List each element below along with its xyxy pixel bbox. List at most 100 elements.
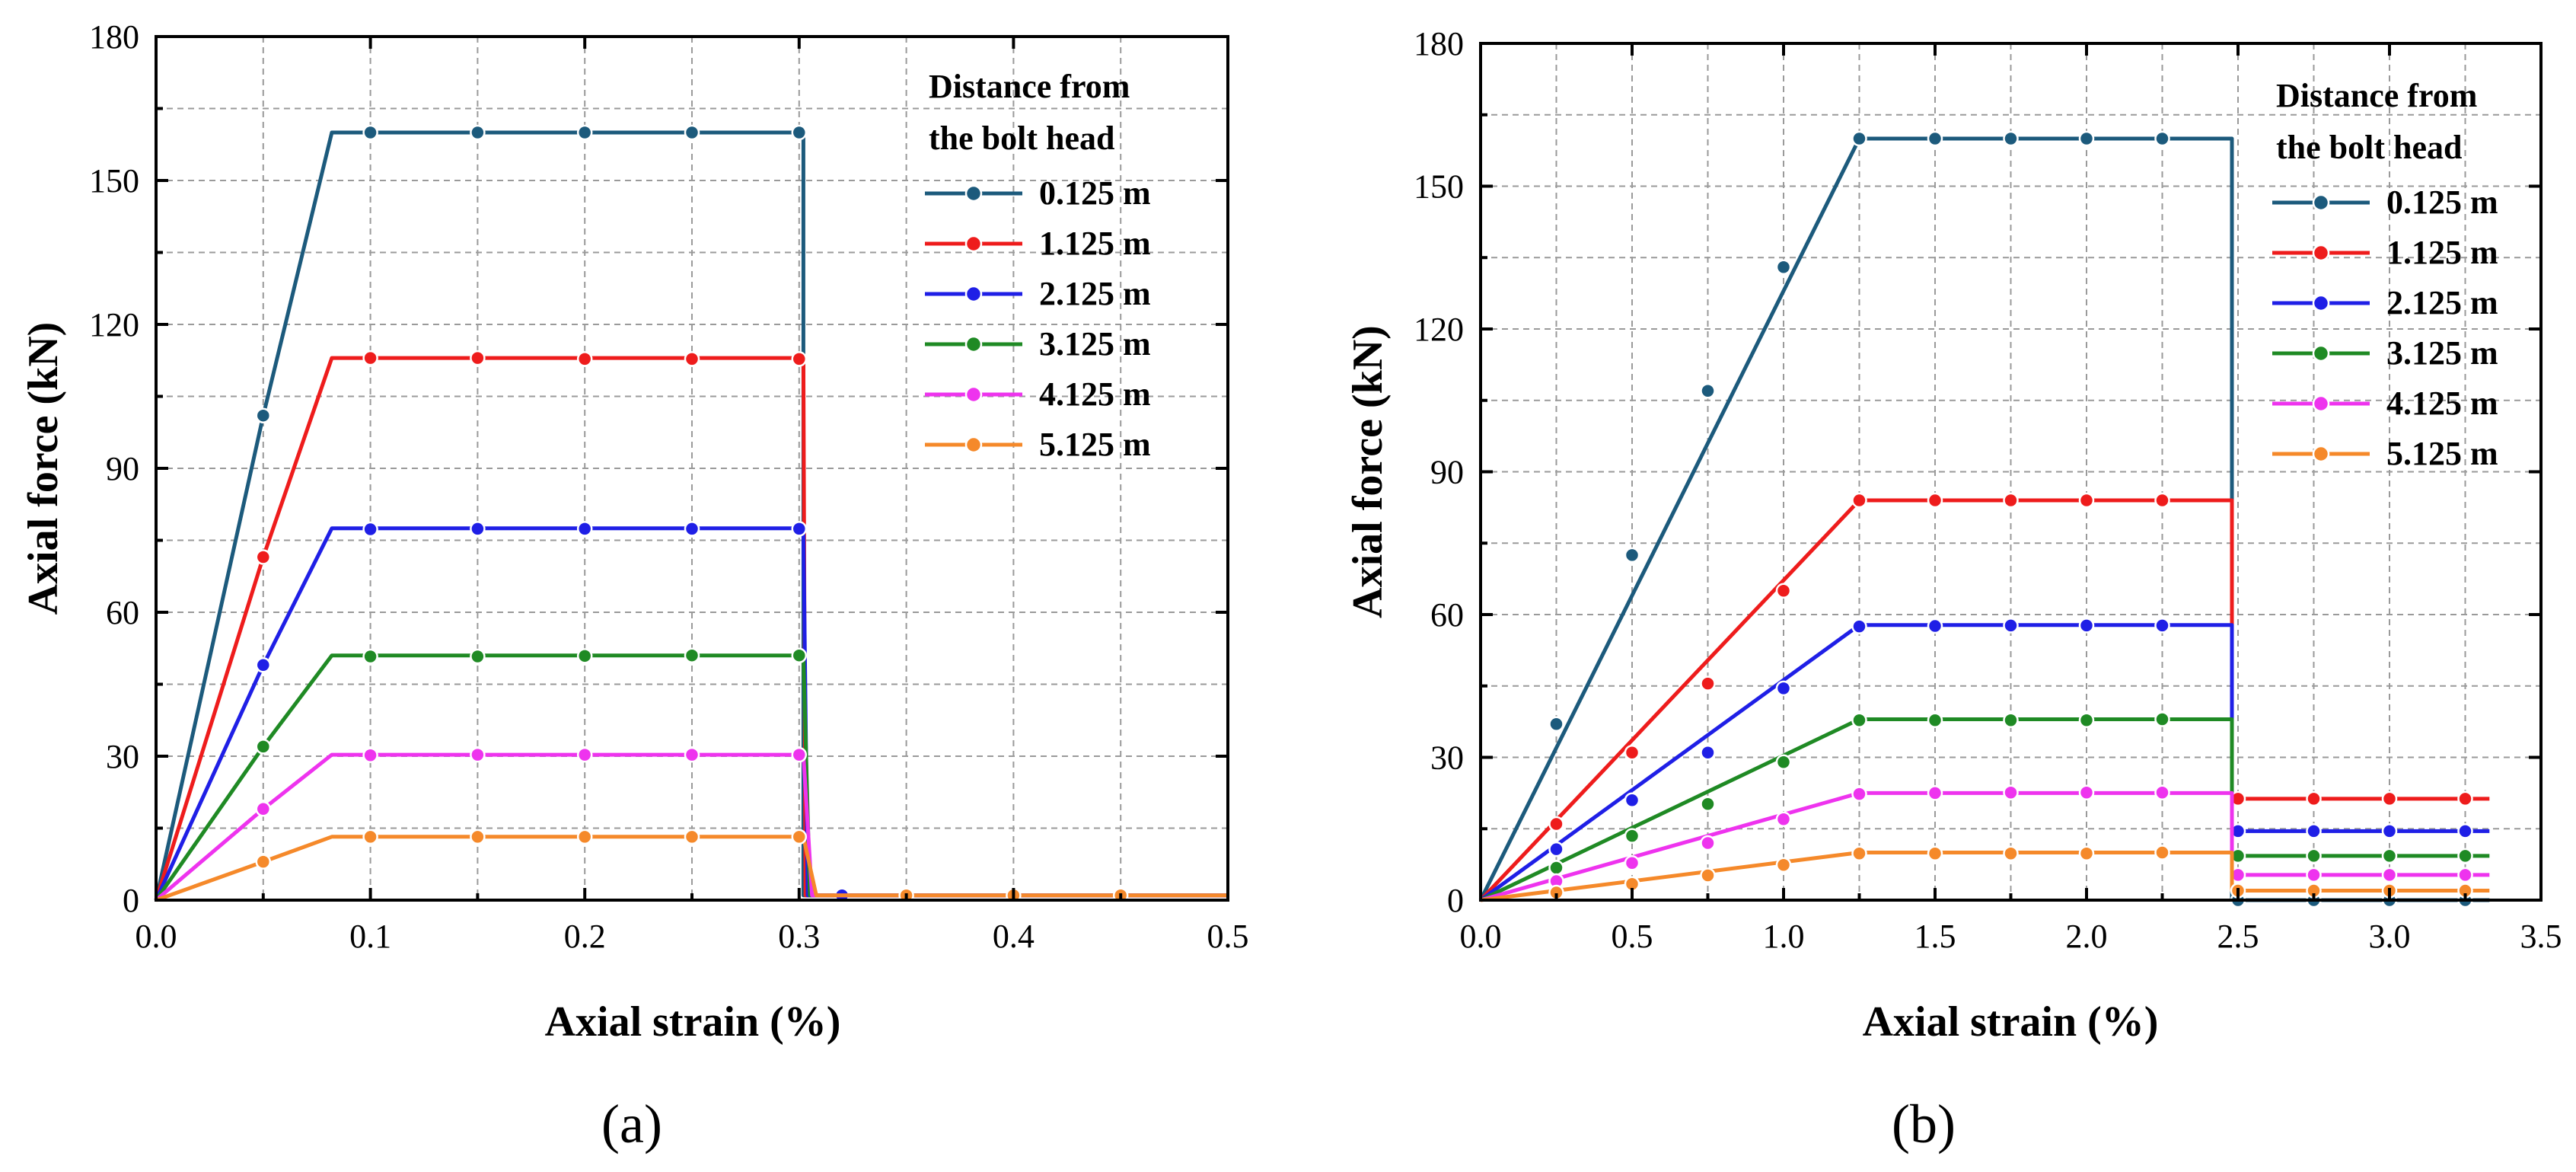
data-point (1775, 259, 1792, 275)
data-point (1548, 816, 1564, 832)
data-point (2154, 492, 2170, 509)
data-point (1548, 841, 1564, 857)
data-point (2003, 784, 2019, 800)
chart-panel-a: 0.0 0.1 0.2 0.3 0.4 0.5 0 30 60 90 120 150 180 Axial … (20, 18, 1249, 1154)
data-point (2154, 618, 2170, 634)
legend-swatch-marker (2312, 244, 2330, 262)
data-point (255, 801, 272, 817)
data-point (2003, 130, 2019, 147)
data-point (2306, 848, 2322, 864)
legend-swatch-marker (964, 385, 983, 404)
data-point (1700, 796, 1716, 812)
legend: Distance from the bolt head 0.125 m 1.125 m… (2272, 77, 2498, 472)
data-point (1700, 835, 1716, 851)
x-tick-label: 1.0 (1763, 918, 1805, 955)
data-point (2381, 823, 2398, 839)
x-tick-label: 1.5 (1914, 918, 1956, 955)
data-point (2078, 845, 2095, 861)
data-point (2457, 848, 2473, 864)
data-point (470, 350, 486, 366)
legend-item: 5.125 m (2272, 435, 2498, 472)
y-tick-label: 90 (106, 450, 139, 487)
series-5-125-m (1480, 845, 2490, 902)
legend-swatch-marker (2312, 193, 2330, 212)
legend-item: 0.125 m (925, 174, 1151, 212)
x-tick-label: 2.0 (2066, 918, 2108, 955)
data-point (362, 747, 378, 763)
data-point (1700, 745, 1716, 761)
data-point (362, 350, 378, 366)
series-1-125-m (1479, 492, 2490, 902)
y-tick-label: 120 (1414, 311, 1464, 348)
data-point (2457, 867, 2473, 883)
data-point (1927, 492, 1943, 509)
data-point (684, 351, 700, 367)
legend-label: 5.125 m (2386, 435, 2498, 472)
data-point (255, 549, 272, 565)
data-point (791, 124, 808, 141)
data-point (791, 829, 808, 845)
y-tick-label: 0 (123, 882, 139, 919)
data-point (1624, 745, 1640, 761)
legend-label: 2.125 m (2386, 284, 2498, 321)
x-tick-label: 3.0 (2369, 918, 2411, 955)
x-tick-label: 0.4 (993, 918, 1035, 955)
legend: Distance from the bolt head 0.125 m 1.125 m… (925, 68, 1151, 463)
data-point (1775, 583, 1792, 599)
data-point (1927, 130, 1943, 147)
data-point (576, 351, 593, 367)
y-tick-label: 90 (1430, 454, 1464, 491)
data-point (2003, 845, 2019, 861)
data-point (684, 521, 700, 537)
data-point (1851, 786, 1867, 802)
data-point (2154, 130, 2170, 147)
data-point (2078, 492, 2095, 509)
data-point (2078, 130, 2095, 147)
legend-label: 3.125 m (2386, 334, 2498, 372)
grid (156, 37, 1228, 900)
chart-panel-b: 0.0 0.5 1.0 1.5 2.0 2.5 3.0 3.5 0 30 60 90 120 150 180… (1344, 25, 2562, 1154)
data-point (362, 521, 378, 538)
data-point (791, 746, 808, 763)
legend-item: 2.125 m (925, 275, 1151, 312)
y-tick-label: 120 (89, 306, 139, 343)
data-point (576, 746, 593, 763)
x-axis-title: Axial strain (%) (1863, 998, 2159, 1046)
legend-label: 2.125 m (1039, 275, 1151, 312)
data-point (1851, 492, 1867, 509)
data-point (470, 746, 486, 763)
data-point (2078, 618, 2095, 634)
data-point (1624, 792, 1640, 808)
data-point (1775, 754, 1792, 770)
data-point (2381, 790, 2398, 807)
x-tick-label: 0.0 (1460, 918, 1502, 955)
data-point (1548, 716, 1564, 732)
data-point (362, 829, 378, 845)
legend-item: 1.125 m (925, 225, 1151, 262)
data-point (791, 351, 808, 367)
data-point (470, 829, 486, 845)
data-point (2154, 845, 2170, 861)
legend-item: 1.125 m (2272, 234, 2498, 271)
data-point (2381, 848, 2398, 864)
data-point (1927, 618, 1943, 634)
data-point (791, 521, 808, 537)
x-axis-title: Axial strain (%) (545, 998, 841, 1046)
data-point (1851, 618, 1867, 634)
data-point (2003, 492, 2019, 509)
data-point (684, 647, 700, 663)
legend-title: Distance from (929, 68, 1130, 105)
y-axis-title: Axial force (kN) (1344, 325, 1392, 618)
legend-title: the bolt head (929, 120, 1114, 157)
data-point (1548, 860, 1564, 876)
legend-item: 5.125 m (925, 426, 1151, 463)
series-3-125-m (1479, 711, 2490, 902)
data-point (2306, 823, 2322, 839)
data-point (1775, 811, 1792, 827)
legend-label: 4.125 m (2386, 385, 2498, 422)
y-tick-label: 180 (89, 18, 139, 56)
legend-item: 3.125 m (925, 325, 1151, 362)
data-point (1851, 845, 1867, 861)
data-point (1624, 547, 1640, 564)
x-tick-label: 0.1 (349, 918, 391, 955)
